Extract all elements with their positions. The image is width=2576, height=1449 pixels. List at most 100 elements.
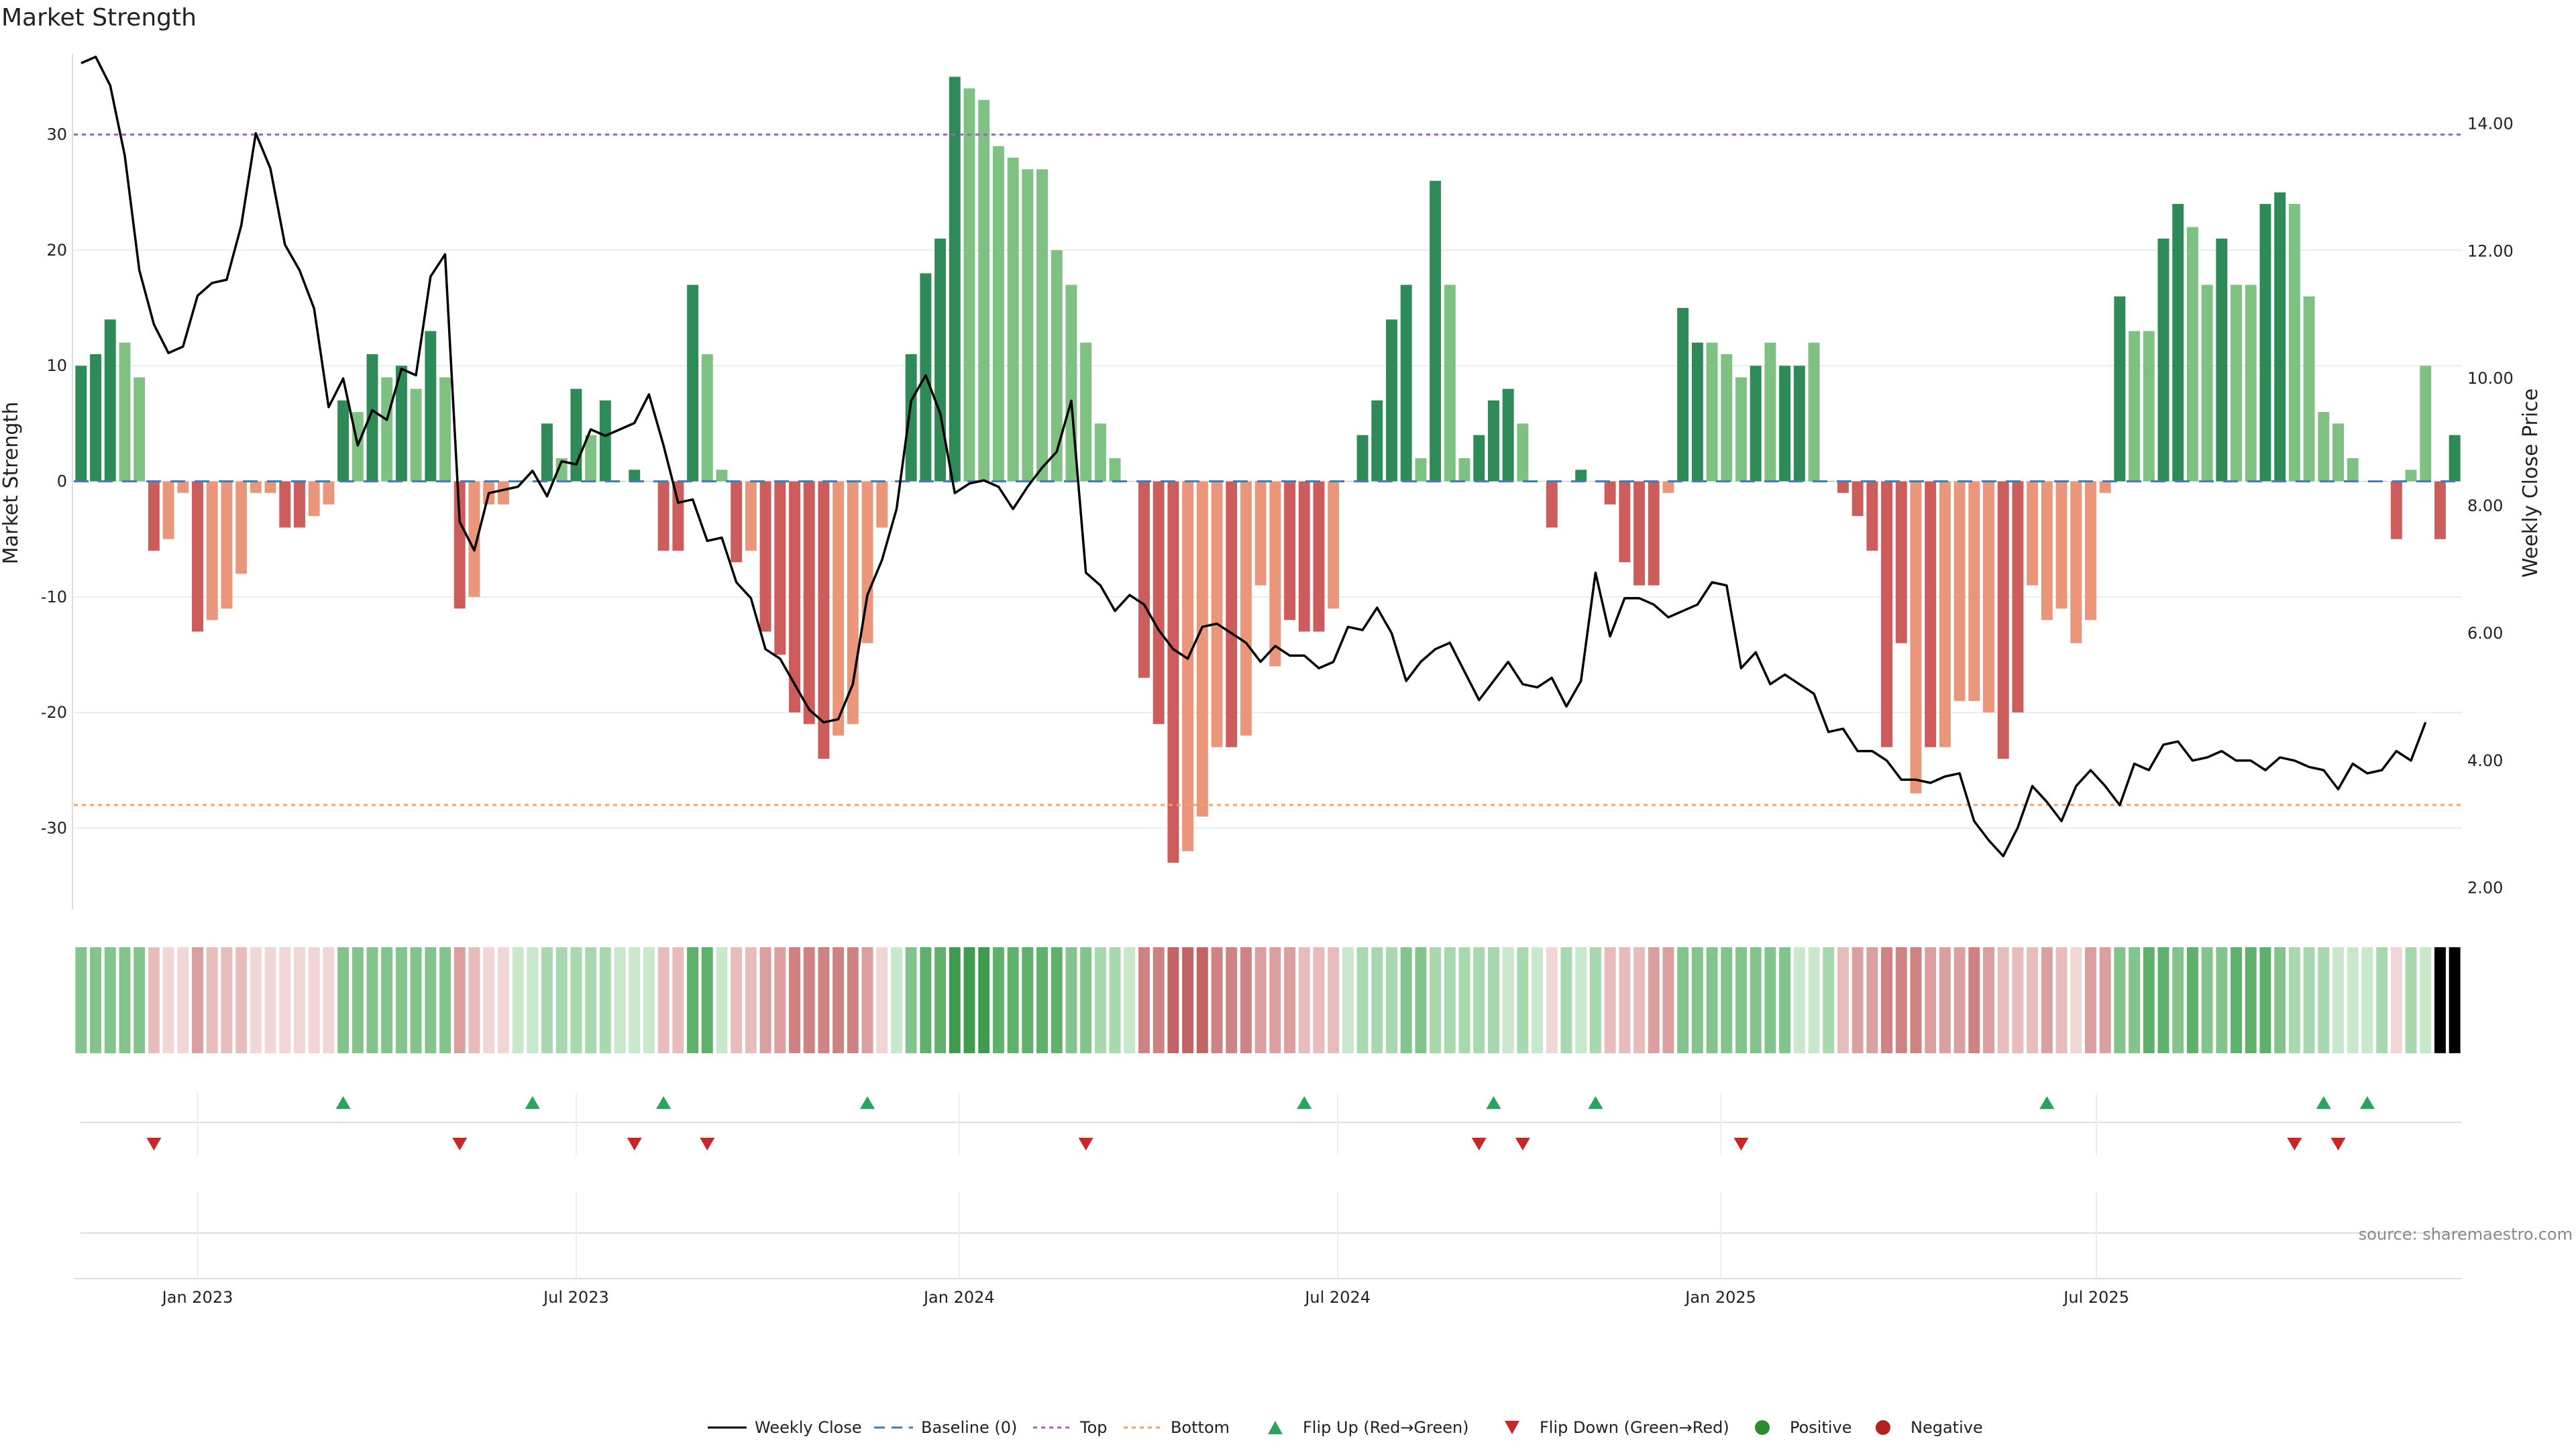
strength-bar xyxy=(2041,481,2053,621)
strength-bar xyxy=(293,481,305,528)
strength-bar xyxy=(2318,412,2330,482)
heat-cell xyxy=(599,947,611,1053)
legend-swatch xyxy=(1268,1421,1283,1434)
strength-bar xyxy=(2084,481,2096,621)
legend: Weekly Close Baseline (0) Top Bottom Flip Up… xyxy=(708,1418,1983,1437)
heat-cell xyxy=(2288,947,2300,1053)
strength-bar xyxy=(366,354,378,482)
heatmap-strip xyxy=(75,947,2461,1053)
strength-bar xyxy=(992,146,1004,482)
heat-cell xyxy=(2390,947,2402,1053)
strength-bar xyxy=(541,423,553,482)
strength-bar xyxy=(177,481,189,493)
heat-cell xyxy=(2201,947,2213,1053)
heat-cell xyxy=(2129,947,2141,1053)
strength-bar xyxy=(847,481,859,724)
flip-down-marker xyxy=(1078,1138,1093,1150)
heat-cell xyxy=(1269,947,1281,1053)
heat-cell xyxy=(1691,947,1703,1053)
heat-cell xyxy=(221,947,233,1053)
heat-cell xyxy=(352,947,364,1053)
heat-cell xyxy=(789,947,800,1053)
heat-cell xyxy=(337,947,350,1053)
legend-label: Flip Down (Green→Red) xyxy=(1540,1418,1729,1437)
strength-bar xyxy=(1764,342,1776,482)
strength-bar xyxy=(2231,284,2243,482)
heat-cell xyxy=(1182,947,1194,1053)
legend-label: Positive xyxy=(1790,1418,1852,1437)
flip-down-marker xyxy=(627,1138,642,1150)
strength-bar xyxy=(861,481,873,643)
heat-cell xyxy=(1619,947,1631,1053)
heat-cell xyxy=(1677,947,1689,1053)
heat-cell xyxy=(1779,947,1791,1053)
strength-bar xyxy=(1167,481,1179,863)
strength-bar xyxy=(657,481,669,551)
heat-cell xyxy=(2449,947,2461,1053)
strength-bar xyxy=(337,400,350,482)
strength-bar xyxy=(2070,481,2082,643)
strength-bar xyxy=(599,400,611,482)
y-tick-label: 20 xyxy=(46,241,67,260)
strength-bar xyxy=(1808,342,1820,482)
strength-bar xyxy=(1517,423,1529,482)
heat-cell xyxy=(541,947,553,1053)
heat-cell xyxy=(1997,947,2009,1053)
heat-cell xyxy=(2114,947,2126,1053)
heat-cell xyxy=(453,947,466,1053)
heat-cell xyxy=(1487,947,1499,1053)
heat-cell xyxy=(323,947,335,1053)
strength-bar xyxy=(1851,481,1864,517)
heat-cell xyxy=(293,947,305,1053)
heat-cell xyxy=(1342,947,1354,1053)
strength-bar xyxy=(104,319,116,482)
strength-bar xyxy=(1910,481,1922,794)
heat-cell xyxy=(2405,947,2417,1053)
y-tick-label: 30 xyxy=(46,125,67,144)
heat-cell xyxy=(527,947,539,1053)
flip-signal-panel xyxy=(74,1096,2462,1279)
strength-bar xyxy=(1619,481,1631,563)
heat-cell xyxy=(395,947,407,1053)
strength-bar xyxy=(2172,203,2184,482)
strength-bar xyxy=(1939,481,1951,747)
strength-bar xyxy=(381,377,393,482)
right-axis-ticks: 14.00 12.00 10.00 8.00 6.00 4.00 2.00 xyxy=(2467,114,2514,897)
heat-cell xyxy=(1080,947,1092,1053)
heat-cell xyxy=(1298,947,1310,1053)
heat-cell xyxy=(949,947,961,1053)
heat-cell xyxy=(2259,947,2271,1053)
strength-bar xyxy=(497,481,509,504)
strength-bar xyxy=(1997,481,2009,759)
heat-cell xyxy=(1560,947,1572,1053)
heat-cell xyxy=(774,947,786,1053)
heat-cell xyxy=(90,947,102,1053)
heat-cell xyxy=(1356,947,1368,1053)
heat-cell xyxy=(629,947,641,1053)
heat-cell xyxy=(1415,947,1427,1053)
strength-bar xyxy=(2216,238,2228,482)
strength-bar xyxy=(1313,481,1325,632)
strength-bar xyxy=(162,481,174,539)
strength-bar xyxy=(1750,366,1762,482)
strength-bar xyxy=(1211,481,1223,747)
heat-cell xyxy=(2186,947,2198,1053)
heat-cell xyxy=(162,947,174,1053)
heat-cell xyxy=(1866,947,1878,1053)
heat-cell xyxy=(2347,947,2359,1053)
heat-cell xyxy=(1254,947,1267,1053)
legend-label: Bottom xyxy=(1171,1418,1230,1437)
strength-bar xyxy=(1604,481,1616,504)
y-tick-label: -10 xyxy=(41,588,67,606)
strength-bar xyxy=(1240,481,1252,736)
y-axis-label: Market Strength xyxy=(0,402,23,564)
y-tick-label: 10 xyxy=(46,356,67,375)
strength-bars xyxy=(75,76,2461,863)
heat-cell xyxy=(1910,947,1922,1053)
flip-up-marker xyxy=(656,1096,672,1109)
y2-tick-label: 10.00 xyxy=(2467,369,2514,388)
heat-cell xyxy=(1983,947,1994,1053)
strength-bar xyxy=(308,481,320,517)
heat-cell xyxy=(1662,947,1674,1053)
heat-cell xyxy=(1284,947,1296,1053)
